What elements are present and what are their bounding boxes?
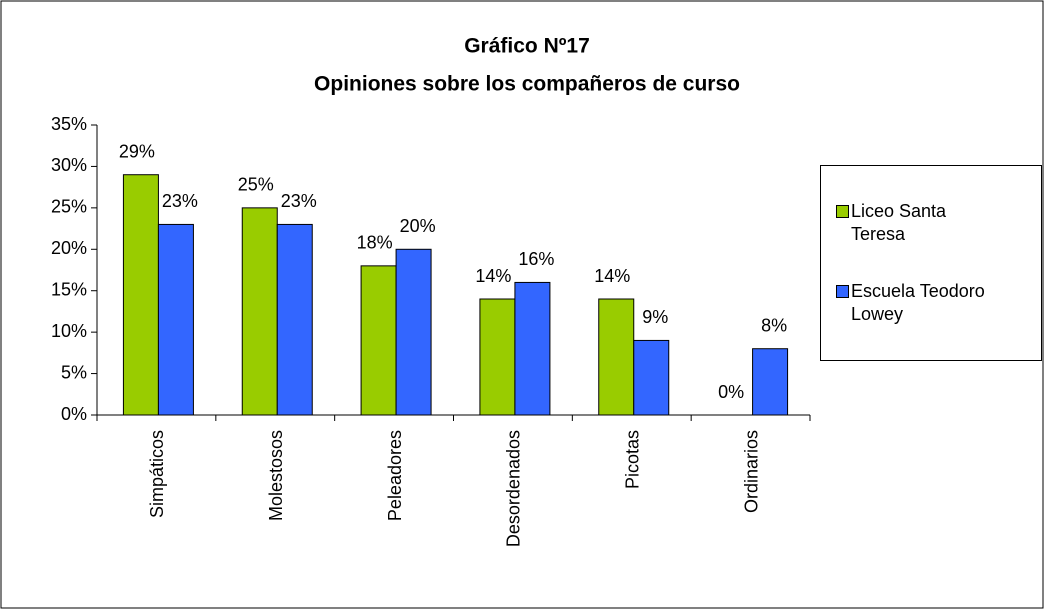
value-label: 8% bbox=[761, 315, 787, 335]
value-label: 18% bbox=[357, 233, 393, 253]
x-tick-label: Peleadores bbox=[385, 430, 405, 521]
x-tick-label: Molestosos bbox=[266, 430, 286, 521]
bar bbox=[752, 348, 789, 416]
x-tick-label: Picotas bbox=[623, 430, 643, 489]
value-label: 23% bbox=[162, 191, 198, 211]
legend-swatch bbox=[836, 205, 849, 218]
bar bbox=[479, 298, 516, 416]
bar bbox=[276, 223, 313, 416]
value-label: 16% bbox=[518, 249, 554, 269]
value-label: 0% bbox=[718, 382, 744, 402]
legend-label: Escuela Teodoro Lowey bbox=[851, 281, 985, 324]
x-tick-label: Desordenados bbox=[504, 430, 524, 547]
legend-label: Liceo Santa Teresa bbox=[851, 201, 947, 244]
value-label: 25% bbox=[238, 175, 274, 195]
bar bbox=[241, 207, 278, 416]
bar bbox=[514, 281, 551, 416]
y-tick-label: 0% bbox=[61, 404, 87, 424]
y-tick-label: 5% bbox=[61, 362, 87, 382]
x-tick-label: Simpáticos bbox=[147, 430, 167, 518]
chart-title: Opiniones sobre los compañeros de curso bbox=[314, 73, 740, 96]
value-label: 29% bbox=[119, 141, 155, 161]
y-tick-label: 25% bbox=[51, 197, 87, 217]
y-tick-label: 15% bbox=[51, 279, 87, 299]
value-label: 14% bbox=[475, 266, 511, 286]
y-tick-label: 35% bbox=[51, 114, 87, 134]
y-tick-label: 20% bbox=[51, 238, 87, 258]
bar bbox=[122, 174, 159, 416]
bar bbox=[633, 339, 670, 416]
value-label: 14% bbox=[594, 266, 630, 286]
legend: Liceo Santa Teresa Escuela Teodoro Lowey bbox=[820, 165, 1042, 361]
bar bbox=[395, 248, 432, 416]
bar bbox=[360, 265, 397, 416]
legend-swatch bbox=[836, 285, 849, 298]
chart-title: Gráfico Nº17 bbox=[464, 35, 590, 58]
x-tick-label: Ordinarios bbox=[741, 430, 761, 513]
value-label: 9% bbox=[642, 307, 668, 327]
value-label: 23% bbox=[281, 191, 317, 211]
y-tick-label: 30% bbox=[51, 155, 87, 175]
value-label: 20% bbox=[400, 216, 436, 236]
bar bbox=[598, 298, 635, 416]
bar bbox=[157, 223, 194, 416]
y-tick-label: 10% bbox=[51, 321, 87, 341]
